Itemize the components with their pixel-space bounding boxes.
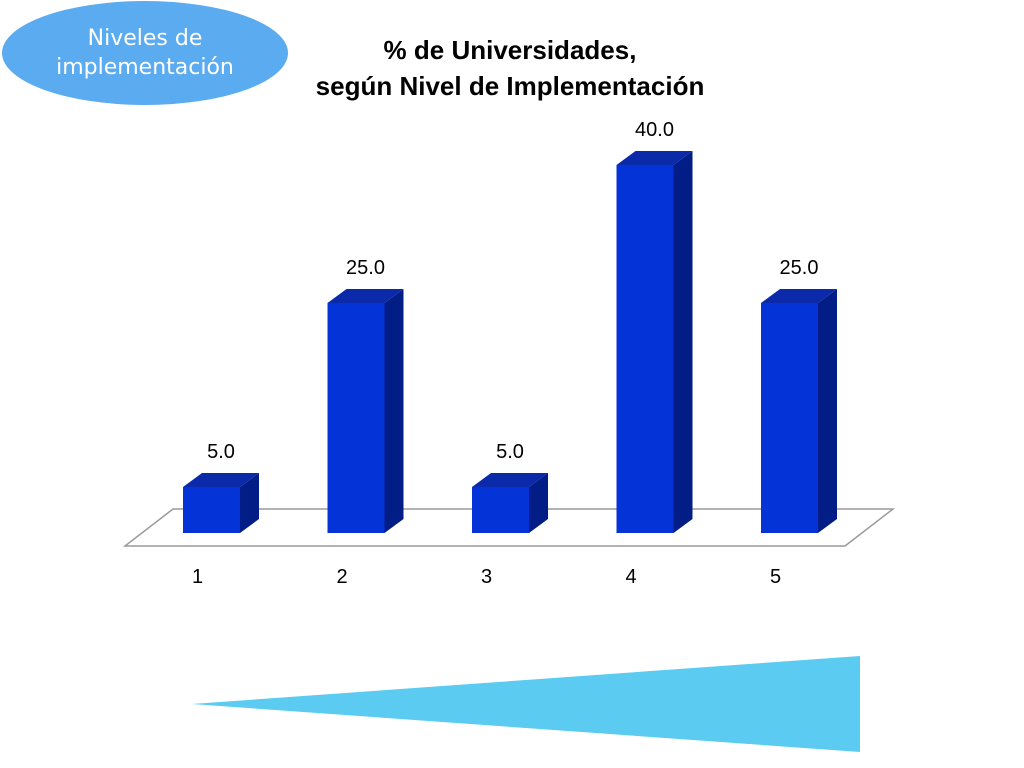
bar-4: [616, 151, 693, 533]
bar-top: [761, 289, 837, 303]
badge-ellipse: [2, 1, 288, 105]
bar-side: [240, 473, 259, 533]
bar-top: [183, 473, 259, 487]
bar-2: [327, 289, 404, 533]
bar-front: [761, 303, 818, 533]
bar-top: [616, 151, 693, 165]
bar-front: [472, 487, 529, 533]
bar-front: [616, 165, 674, 533]
bar-side: [529, 473, 548, 533]
value-label: 5.0: [207, 441, 235, 463]
chart-title-line-1: % de Universidades,: [383, 35, 637, 65]
value-label: 25.0: [780, 257, 819, 279]
category-label: 4: [625, 566, 636, 588]
value-label: 25.0: [346, 257, 385, 279]
chart-title: % de Universidades, según Nivel de Imple…: [240, 32, 780, 104]
bars-group: [183, 151, 837, 533]
bar-1: [183, 473, 259, 533]
bar-top: [327, 289, 404, 303]
levels-badge: Niveles de implementación: [0, 0, 290, 108]
chart-title-line-2: según Nivel de Implementación: [315, 71, 705, 101]
bar-5: [761, 289, 837, 533]
bar-front: [327, 303, 385, 533]
bar-side: [673, 151, 693, 533]
badge-text: Niveles de implementación: [56, 26, 234, 80]
value-label: 5.0: [496, 441, 524, 463]
value-label: 40.0: [635, 119, 674, 141]
bar-3: [472, 473, 548, 533]
bar-front: [183, 487, 240, 533]
bar-side: [818, 289, 837, 533]
category-label: 3: [481, 566, 492, 588]
bar-top: [472, 473, 548, 487]
category-label: 5: [770, 566, 781, 588]
bar-side: [384, 289, 404, 533]
category-label: 2: [336, 566, 347, 588]
category-label: 1: [192, 566, 203, 588]
